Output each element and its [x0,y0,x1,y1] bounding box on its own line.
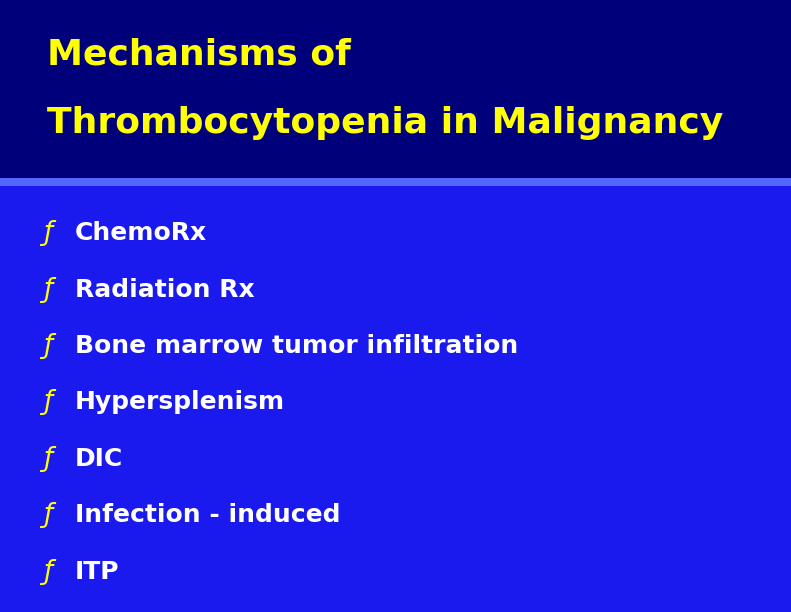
Text: ƒ: ƒ [44,389,53,416]
Text: Infection - induced: Infection - induced [75,503,341,527]
Text: ƒ: ƒ [44,502,53,528]
Text: Bone marrow tumor infiltration: Bone marrow tumor infiltration [75,334,518,358]
Text: ƒ: ƒ [44,333,53,359]
Text: Hypersplenism: Hypersplenism [75,390,286,414]
Text: ƒ: ƒ [44,277,53,302]
Text: ChemoRx: ChemoRx [75,221,207,245]
Bar [0,178,791,185]
Text: DIC: DIC [75,447,123,471]
Bar [0,181,791,612]
Text: ITP: ITP [75,559,119,584]
Text: Thrombocytopenia in Malignancy: Thrombocytopenia in Malignancy [47,106,724,140]
Text: ƒ: ƒ [44,446,53,472]
Text: ƒ: ƒ [44,220,53,246]
Text: Radiation Rx: Radiation Rx [75,278,255,302]
Text: ƒ: ƒ [44,559,53,584]
Text: Mechanisms of: Mechanisms of [47,37,351,71]
Bar [0,0,791,181]
